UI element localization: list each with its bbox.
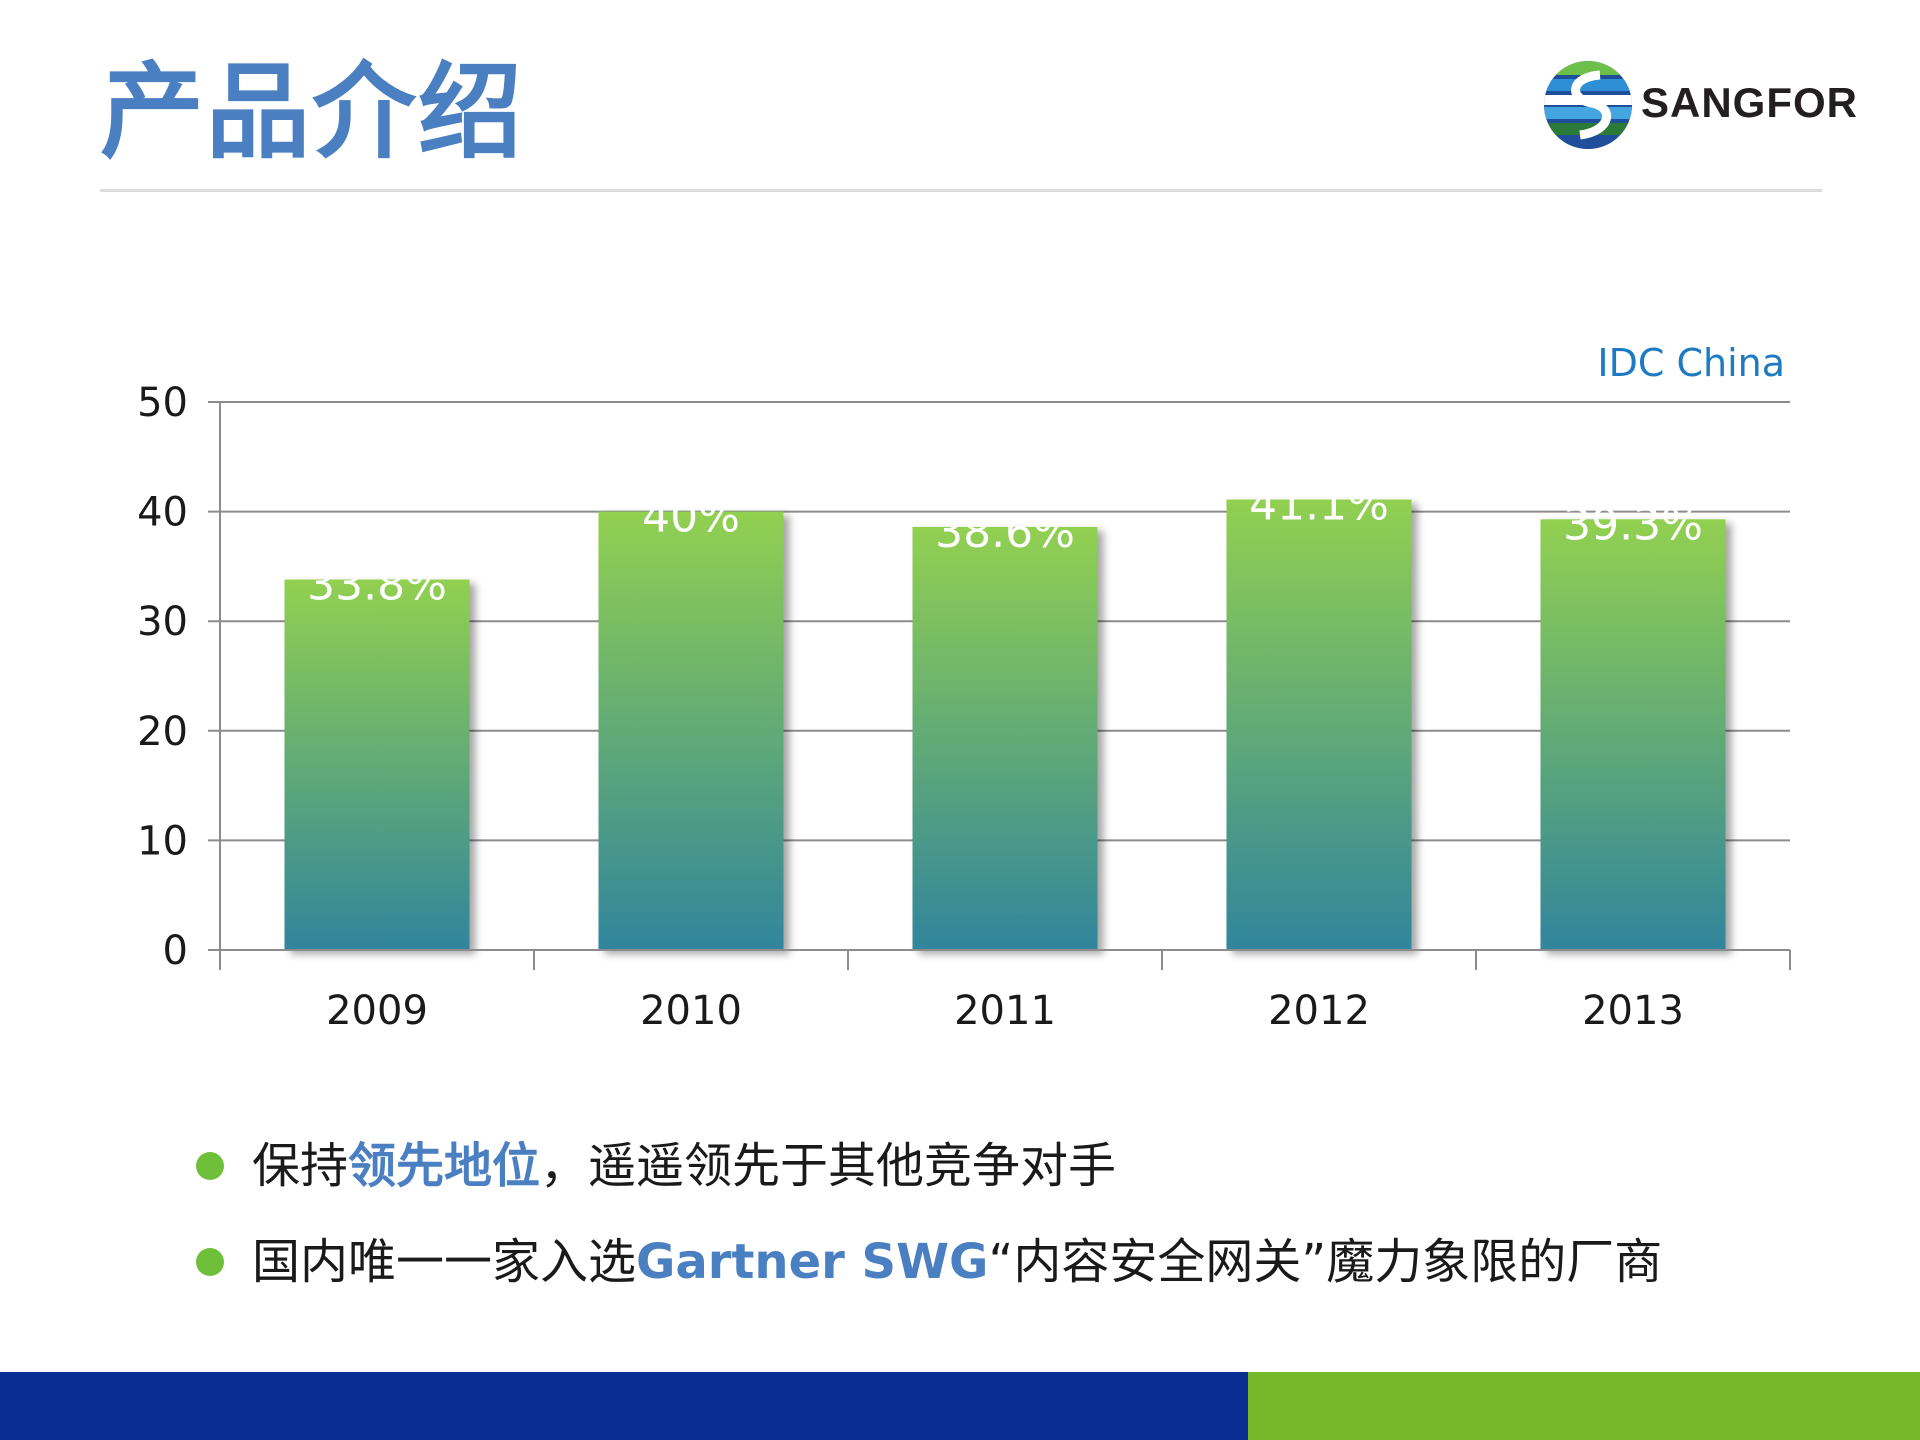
bar-2010 bbox=[598, 511, 784, 950]
bullet-dot-icon bbox=[196, 1152, 224, 1180]
bar-value-label: 39.3% bbox=[1563, 499, 1703, 550]
share-bar-chart: 33.8% 40% 38.6% 41.1% 39.3% 0 10 20 30 40 50 2009 2… bbox=[137, 341, 1791, 1034]
y-tick-label: 50 bbox=[137, 380, 188, 426]
bar-value-label: 38.6% bbox=[935, 507, 1075, 558]
bullet-text-highlight: Gartner SWG bbox=[636, 1234, 989, 1290]
bullet-text-post: “内容安全网关”魔力象限的厂商 bbox=[988, 1234, 1663, 1290]
y-tick-label: 20 bbox=[137, 709, 188, 755]
chart-source-note: IDC China bbox=[1597, 341, 1785, 385]
bullet-item-gartner: 国内唯一一家入选Gartner SWG“内容安全网关”魔力象限的厂商 bbox=[196, 1222, 1856, 1302]
bullet-text-pre: 国内唯一一家入选 bbox=[252, 1234, 637, 1290]
bullet-text-pre: 保持 bbox=[252, 1138, 349, 1194]
footer-bar-green bbox=[1248, 1372, 1920, 1440]
title-divider bbox=[100, 189, 1822, 192]
y-tick-label: 30 bbox=[137, 599, 188, 645]
bullet-item-leading: 保持领先地位，遥遥领先于其他竞争对手 bbox=[196, 1126, 1856, 1206]
bar-value-label: 33.8% bbox=[307, 560, 447, 611]
y-tick-label: 0 bbox=[163, 928, 188, 974]
y-tick-label: 10 bbox=[137, 818, 188, 864]
bar-2011 bbox=[912, 526, 1098, 950]
x-tick-label: 2013 bbox=[1582, 988, 1684, 1034]
logo-wordmark: SANGFOR bbox=[1641, 79, 1858, 126]
bar-value-label: 40% bbox=[642, 492, 740, 543]
bullet-text-highlight: 领先地位 bbox=[348, 1138, 541, 1194]
bullet-text: 国内唯一一家入选Gartner SWG“内容安全网关”魔力象限的厂商 bbox=[252, 1222, 1662, 1302]
bullet-text-post: ，遥遥领先于其他竞争对手 bbox=[540, 1138, 1117, 1194]
footer-bar-blue bbox=[0, 1372, 1248, 1440]
x-tick-label: 2011 bbox=[954, 988, 1056, 1034]
sangfor-logo: SANGFOR bbox=[1540, 55, 1857, 155]
y-tick-label: 40 bbox=[137, 490, 188, 536]
bar-2012 bbox=[1226, 499, 1412, 950]
bar-2009 bbox=[284, 579, 470, 950]
x-tick-label: 2010 bbox=[640, 988, 742, 1034]
bar-value-label: 41.1% bbox=[1249, 480, 1389, 531]
x-tick-label: 2009 bbox=[326, 988, 428, 1034]
bullet-dot-icon bbox=[196, 1248, 224, 1276]
globe-icon bbox=[1544, 61, 1632, 149]
bullet-text: 保持领先地位，遥遥领先于其他竞争对手 bbox=[252, 1126, 1116, 1206]
x-tick-label: 2012 bbox=[1268, 988, 1370, 1034]
slide-title: 产品介绍 bbox=[100, 51, 525, 173]
bar-2013 bbox=[1540, 519, 1726, 950]
